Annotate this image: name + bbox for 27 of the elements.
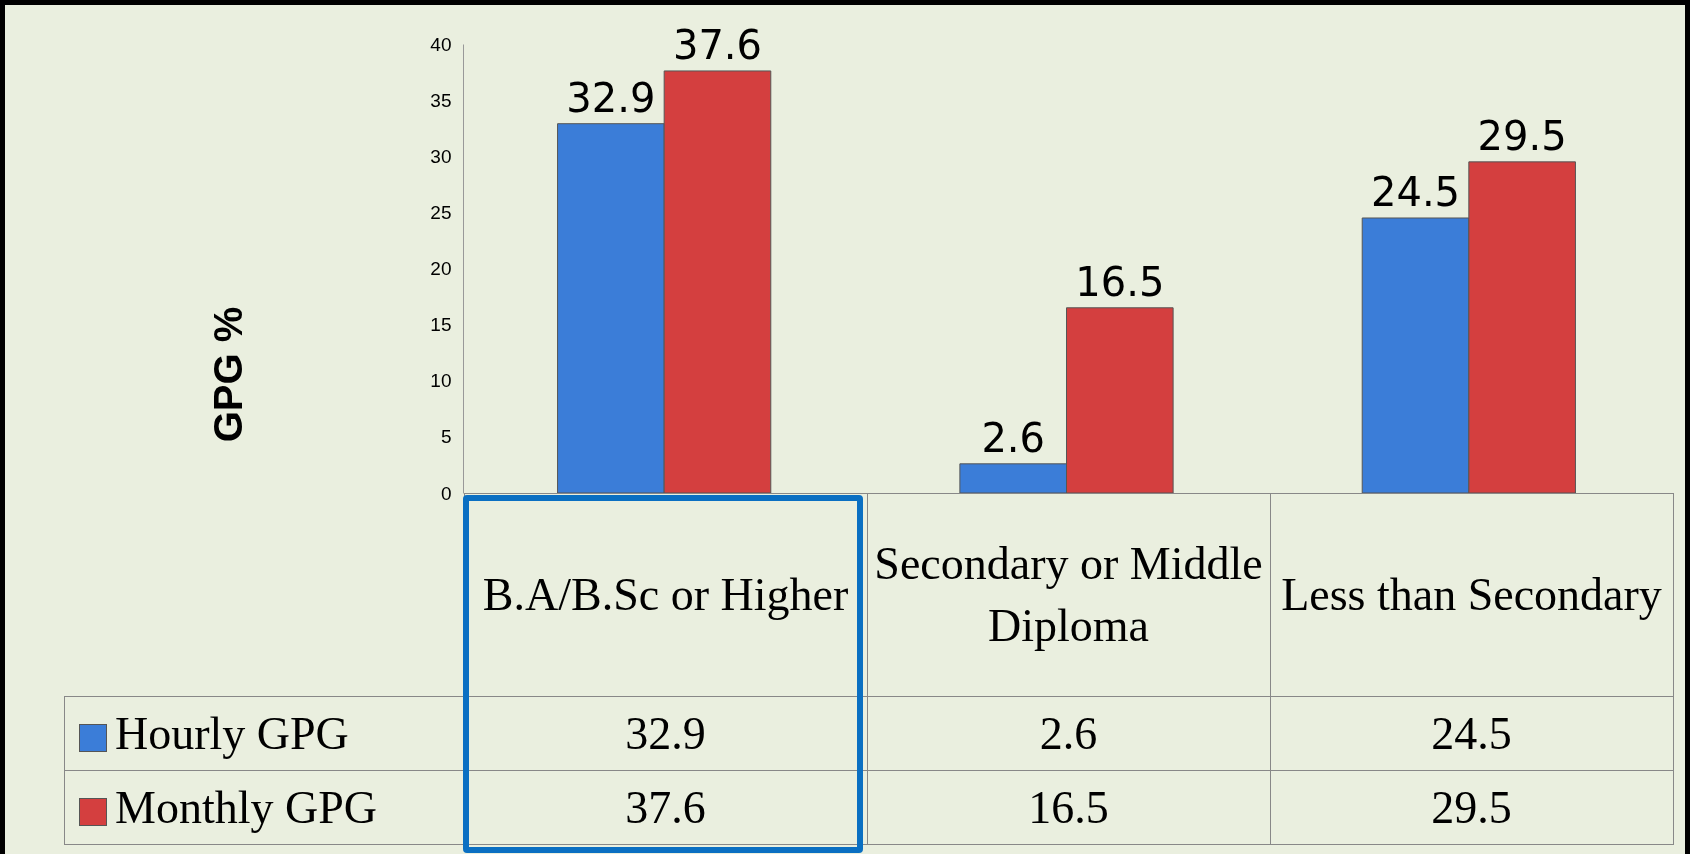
legend-label: Monthly GPG — [64, 770, 464, 845]
x-tick-label: Less than Secondary — [1270, 493, 1673, 697]
y-tick-label: 15 — [430, 314, 452, 336]
text: 29.5 — [1270, 770, 1673, 845]
data-label: 37.6 — [672, 21, 763, 68]
data-label: 32.9 — [566, 74, 656, 121]
data-label: 29.5 — [1477, 112, 1567, 159]
data-label: 2.6 — [981, 414, 1045, 461]
text: 37.6 — [464, 770, 867, 845]
text: 32.9 — [464, 696, 867, 771]
text: 24.5 — [1270, 696, 1673, 771]
y-axis-title: GPG % — [206, 306, 251, 443]
y-tick-label: 20 — [430, 258, 452, 279]
x-tick-label: Secondary or Middle Diploma — [867, 493, 1270, 697]
y-tick-label: 10 — [430, 370, 452, 392]
legend-label: Hourly GPG — [64, 696, 464, 771]
data-label: 16.5 — [1075, 258, 1165, 305]
y-tick-label: 40 — [430, 33, 452, 55]
text: 2.6 — [867, 696, 1270, 771]
y-tick-label: 30 — [430, 145, 452, 167]
y-tick-label: 25 — [430, 201, 452, 223]
x-tick-label: B.A/B.Sc or Higher — [464, 493, 867, 697]
y-tick-label: 0 — [440, 482, 452, 504]
data-label: 24.5 — [1370, 168, 1461, 215]
y-tick-label: 35 — [430, 89, 452, 111]
y-tick-label: 5 — [440, 426, 452, 448]
text: 16.5 — [867, 770, 1270, 845]
